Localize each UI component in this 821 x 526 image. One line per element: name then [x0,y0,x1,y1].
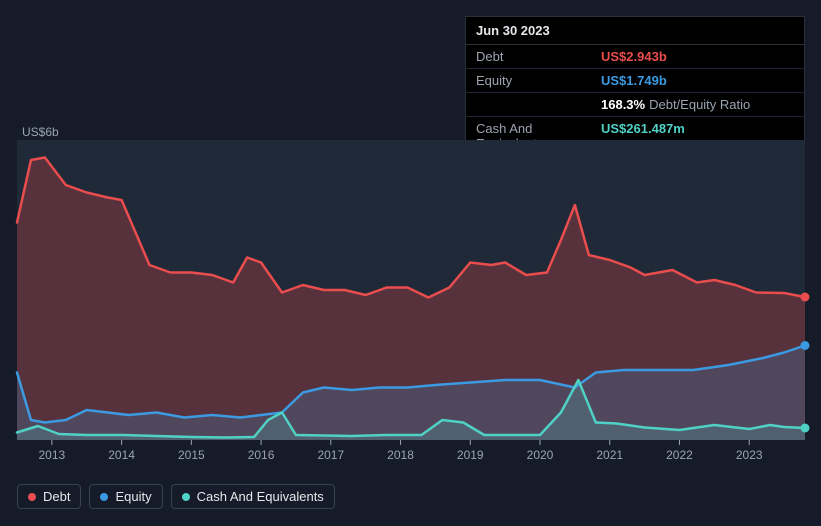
legend-label: Debt [43,489,70,504]
legend-dot-icon [100,493,108,501]
x-axis-tick-label: 2021 [596,448,623,462]
series-end-dot [801,424,810,433]
x-axis-tick-label: 2020 [527,448,554,462]
x-axis-tick-label: 2016 [248,448,275,462]
y-axis-max-label: US$6b [22,125,59,139]
x-axis-tick-label: 2019 [457,448,484,462]
x-axis-tick-label: 2018 [387,448,414,462]
tooltip-date: Jun 30 2023 [466,17,804,45]
legend-item[interactable]: Debt [17,484,81,509]
chart-tooltip: Jun 30 2023 DebtUS$2.943bEquityUS$1.749b… [465,16,805,156]
tooltip-row: DebtUS$2.943b [466,45,804,69]
x-axis-labels: 2013 2014 2015 2016 2017 2018 2019 2020 2021 2022… [17,448,805,468]
legend-item[interactable]: Cash And Equivalents [171,484,335,509]
tooltip-row-label: Debt [476,49,601,64]
x-axis-tick-label: 2014 [108,448,135,462]
legend-dot-icon [182,493,190,501]
series-end-dot [801,293,810,302]
legend-dot-icon [28,493,36,501]
chart-svg [17,140,805,440]
chart-legend: Debt Equity Cash And Equivalents [17,484,335,509]
tooltip-row-value: US$1.749b [601,73,667,88]
tooltip-row-value: US$2.943b [601,49,667,64]
series-end-dot [801,341,810,350]
tooltip-row-suffix: Debt/Equity Ratio [649,97,750,112]
x-axis-tick-label: 2022 [666,448,693,462]
legend-item[interactable]: Equity [89,484,162,509]
x-axis-tick-label: 2013 [39,448,66,462]
tooltip-row-value: 168.3%Debt/Equity Ratio [601,97,750,112]
legend-label: Cash And Equivalents [197,489,324,504]
x-axis-tick-label: 2017 [317,448,344,462]
tooltip-row-label: Equity [476,73,601,88]
tooltip-row: EquityUS$1.749b [466,69,804,93]
x-axis-tick-label: 2015 [178,448,205,462]
legend-label: Equity [115,489,151,504]
chart-plot-area[interactable] [17,140,805,440]
tooltip-row-label [476,97,601,112]
x-axis-tick-label: 2023 [736,448,763,462]
tooltip-row: 168.3%Debt/Equity Ratio [466,93,804,117]
